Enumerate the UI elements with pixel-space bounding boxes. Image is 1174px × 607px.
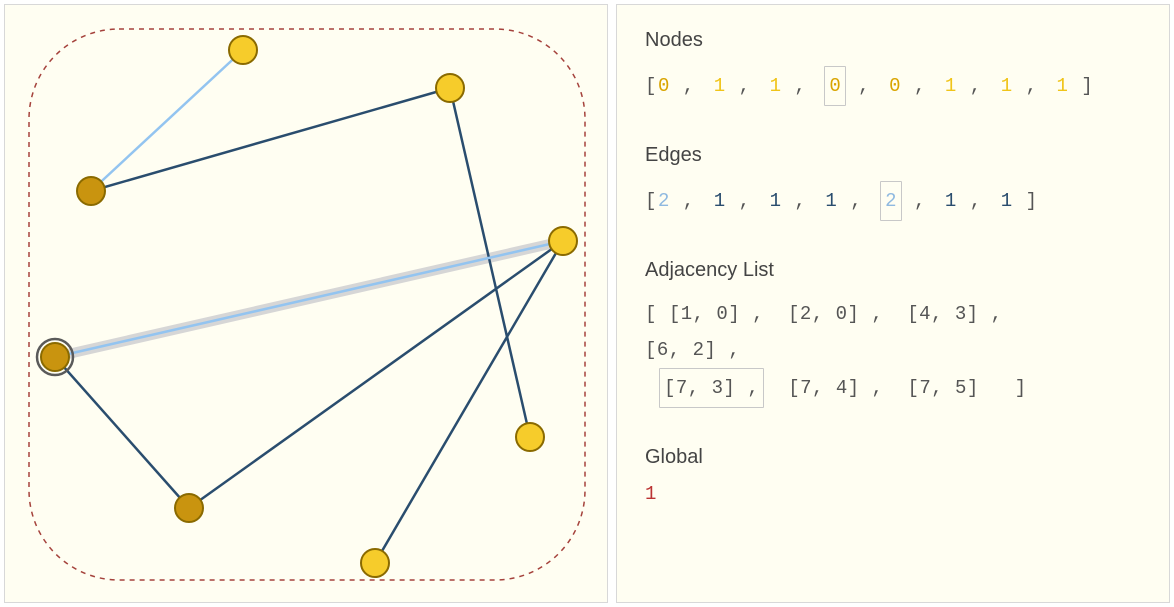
node-value[interactable]: 0 bbox=[888, 68, 902, 104]
nodes-title: Nodes bbox=[645, 29, 1141, 52]
graph-svg[interactable] bbox=[5, 5, 609, 604]
edge-value[interactable]: 1 bbox=[769, 183, 783, 219]
node-value[interactable]: 1 bbox=[1056, 68, 1070, 104]
adjacency-title: Adjacency List bbox=[645, 259, 1141, 282]
adjacency-pair[interactable]: [7, 4] , bbox=[788, 370, 883, 406]
adjacency-pair[interactable]: [7, 3] , bbox=[659, 368, 764, 408]
adjacency-pair[interactable]: [1, 0] , bbox=[669, 296, 764, 332]
adjacency-pair[interactable]: [6, 2] , bbox=[645, 332, 740, 368]
edges-section: Edges [2 ,1 ,1 ,1 ,2 ,1 ,1 ] bbox=[645, 144, 1141, 221]
data-panel: Nodes [0 ,1 ,1 ,0 ,0 ,1 ,1 ,1 ] Edges [2… bbox=[616, 4, 1170, 603]
edge-value[interactable]: 2 bbox=[880, 181, 902, 221]
adjacency-pair[interactable]: [7, 5] bbox=[907, 370, 978, 406]
edges-array[interactable]: [2 ,1 ,1 ,1 ,2 ,1 ,1 ] bbox=[645, 181, 1141, 221]
node-value[interactable]: 1 bbox=[769, 68, 783, 104]
node-value[interactable]: 1 bbox=[944, 68, 958, 104]
adjacency-section: Adjacency List [ [1, 0] ,[2, 0] ,[4, 3] … bbox=[645, 259, 1141, 408]
global-section: Global 1 bbox=[645, 446, 1141, 505]
nodes-array[interactable]: [0 ,1 ,1 ,0 ,0 ,1 ,1 ,1 ] bbox=[645, 66, 1141, 106]
edges-title: Edges bbox=[645, 144, 1141, 167]
node-value[interactable]: 0 bbox=[657, 68, 671, 104]
global-value: 1 bbox=[645, 483, 1141, 505]
adjacency-pair[interactable]: [4, 3] , bbox=[907, 296, 1002, 332]
node-value[interactable]: 0 bbox=[824, 66, 846, 106]
edge-value[interactable]: 2 bbox=[657, 183, 671, 219]
edge-value[interactable]: 1 bbox=[944, 183, 958, 219]
global-title: Global bbox=[645, 446, 1141, 469]
adjacency-pair[interactable]: [2, 0] , bbox=[788, 296, 883, 332]
adjacency-list[interactable]: [ [1, 0] ,[2, 0] ,[4, 3] ,[6, 2] ,[7, 3]… bbox=[645, 296, 1141, 408]
node-value[interactable]: 1 bbox=[1000, 68, 1014, 104]
edge-value[interactable]: 1 bbox=[1000, 183, 1014, 219]
graph-panel bbox=[4, 4, 608, 603]
edge-value[interactable]: 1 bbox=[824, 183, 838, 219]
nodes-section: Nodes [0 ,1 ,1 ,0 ,0 ,1 ,1 ,1 ] bbox=[645, 29, 1141, 106]
node-value[interactable]: 1 bbox=[713, 68, 727, 104]
edge-value[interactable]: 1 bbox=[713, 183, 727, 219]
